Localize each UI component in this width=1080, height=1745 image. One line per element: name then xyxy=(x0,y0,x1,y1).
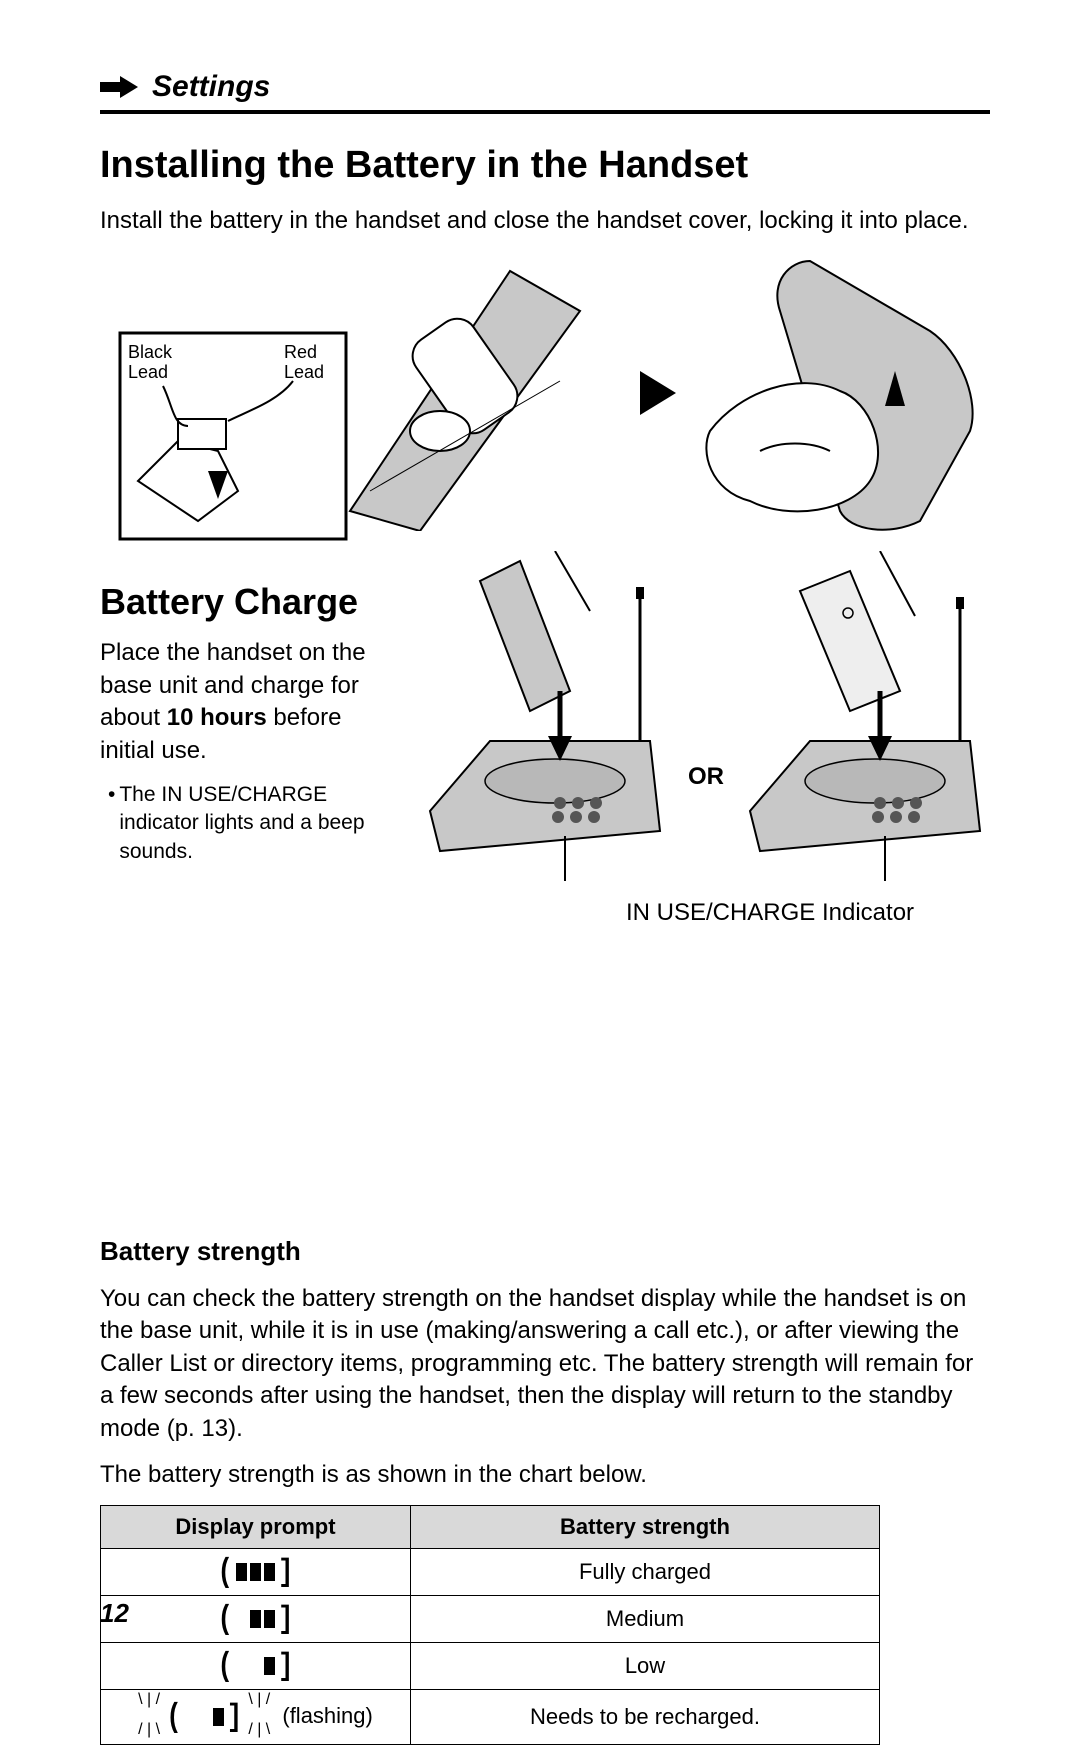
strength-cell: Low xyxy=(411,1643,880,1690)
charge-bullet: • The IN USE/CHARGE indicator lights and… xyxy=(100,781,390,866)
hand-closing-cover-icon xyxy=(690,251,990,541)
strength-cell: Medium xyxy=(411,1596,880,1643)
page-number: 12 xyxy=(100,1598,129,1629)
base-unit-back-icon xyxy=(730,551,1000,881)
install-text: Install the battery in the handset and c… xyxy=(100,205,990,237)
flash-lines-left-icon: \ | / xyxy=(138,1696,160,1704)
strength-para2: The battery strength is as shown in the … xyxy=(100,1459,990,1491)
sequence-arrow-icon xyxy=(640,371,676,415)
indicator-label: IN USE/CHARGE Indicator xyxy=(520,899,1020,927)
strength-cell: Needs to be recharged. xyxy=(411,1690,880,1745)
or-label: OR xyxy=(688,763,724,791)
red-lead-label: Red Lead xyxy=(284,343,344,383)
table-row: \ | // | \(]\ | // | \ (flashing)Needs t… xyxy=(101,1690,880,1745)
black-lead-label: Black Lead xyxy=(128,343,172,383)
charge-bullet-text: The IN USE/CHARGE indicator lights and a… xyxy=(119,781,390,866)
flash-lines-left-bottom-icon: / | \ xyxy=(138,1726,160,1734)
prompt-cell: (] xyxy=(101,1643,411,1690)
flashing-suffix: (flashing) xyxy=(276,1703,373,1728)
strength-cell: Fully charged xyxy=(411,1549,880,1596)
lead-labels: Black Lead Red Lead xyxy=(128,343,172,383)
section-title: Settings xyxy=(152,70,270,104)
charge-section: Battery Charge Place the handset on the … xyxy=(100,581,990,866)
strength-table: Display prompt Battery strength (] Fully … xyxy=(100,1505,880,1745)
charge-illustration: OR IN USE/CHARGE Indicator xyxy=(410,581,990,866)
install-heading: Installing the Battery in the Handset xyxy=(100,144,990,187)
table-row: (] Fully charged xyxy=(101,1549,880,1596)
section-header: Settings xyxy=(100,70,990,114)
base-unit-front-icon xyxy=(410,551,680,881)
arrow-right-icon xyxy=(100,76,138,98)
charge-heading: Battery Charge xyxy=(100,581,390,623)
flash-lines-right-icon: \ | // | \ xyxy=(248,1698,270,1736)
handset-open-icon xyxy=(310,251,590,531)
charge-text-bold: 10 hours xyxy=(167,704,267,731)
charge-text: Place the handset on the base unit and c… xyxy=(100,637,390,767)
strength-para1: You can check the battery strength on th… xyxy=(100,1283,990,1445)
install-illustration: Black Lead Red Lead xyxy=(100,251,990,551)
battery-icon: (] xyxy=(213,1604,297,1634)
table-row: (] Medium xyxy=(101,1596,880,1643)
col-strength: Battery strength xyxy=(411,1506,880,1549)
prompt-cell: \ | // | \(]\ | // | \ (flashing) xyxy=(101,1690,411,1745)
battery-icon: \ | // | \(]\ | // | \ xyxy=(138,1698,270,1736)
table-header-row: Display prompt Battery strength xyxy=(101,1506,880,1549)
battery-icon: (] xyxy=(213,1557,297,1587)
install-section: Installing the Battery in the Handset In… xyxy=(100,144,990,551)
strength-heading: Battery strength xyxy=(100,1236,990,1267)
battery-icon: (] xyxy=(213,1651,297,1681)
prompt-cell: (] xyxy=(101,1549,411,1596)
table-row: (] Low xyxy=(101,1643,880,1690)
col-prompt: Display prompt xyxy=(101,1506,411,1549)
bullet-icon: • xyxy=(108,781,115,866)
prompt-cell: (] xyxy=(101,1596,411,1643)
